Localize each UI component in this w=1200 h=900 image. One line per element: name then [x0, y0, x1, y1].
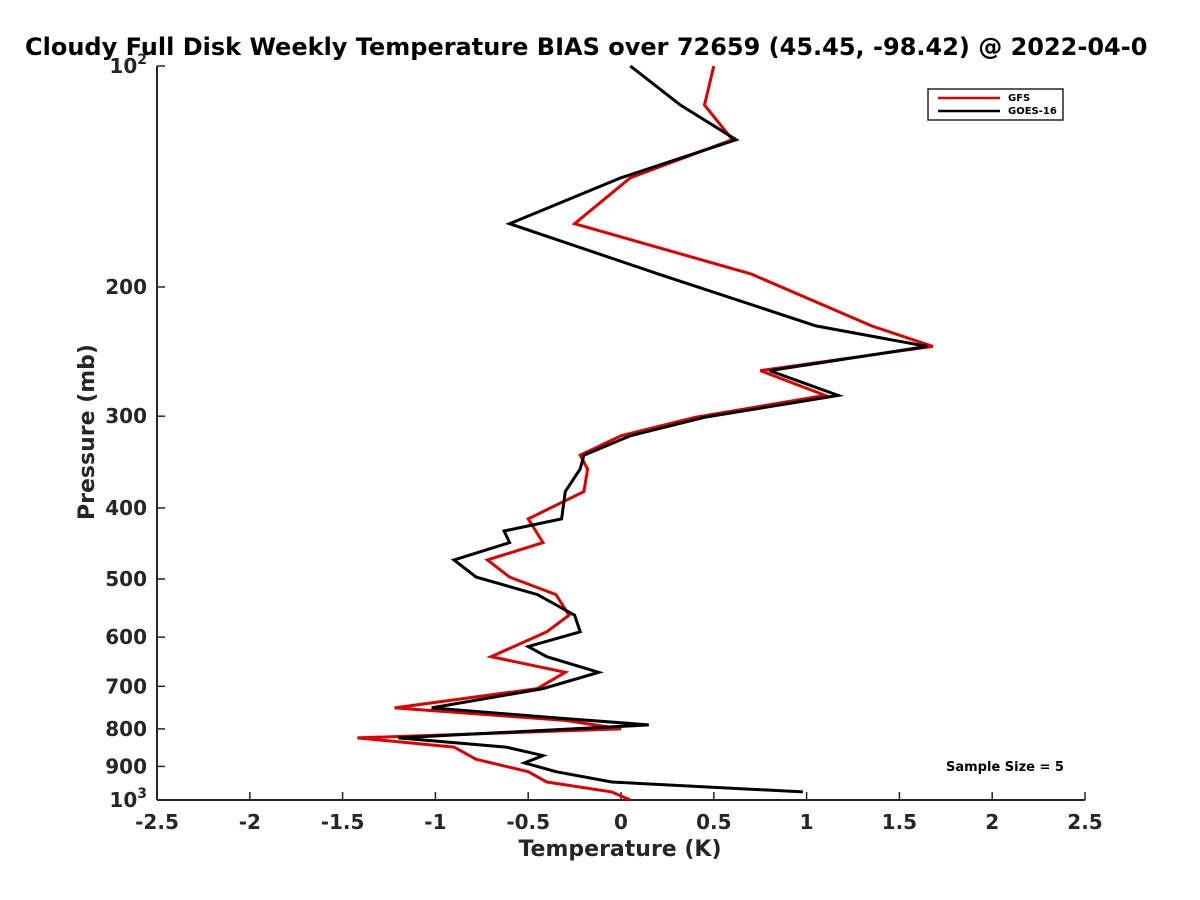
x-tick-label: 0	[614, 810, 628, 834]
x-tick-label: 2	[985, 810, 999, 834]
series-line-goes16	[398, 64, 928, 794]
y-tick-label: 900	[105, 754, 147, 778]
x-tick-label: 0.5	[696, 810, 731, 834]
y-tick-label: 600	[105, 625, 147, 649]
x-tick-label: -2	[239, 810, 261, 834]
legend-label-gfs: GFS	[1008, 93, 1030, 104]
x-tick-label: -0.5	[506, 810, 550, 834]
y-tick-label: 102	[109, 52, 147, 78]
y-tick-label: 500	[105, 567, 147, 591]
y-tick-label: 700	[105, 674, 147, 698]
legend-label-goes16: GOES-16	[1008, 106, 1057, 117]
chart-title: Cloudy Full Disk Weekly Temperature BIAS…	[25, 33, 1147, 61]
x-tick-label: 1	[800, 810, 814, 834]
x-tick-label: -1.5	[321, 810, 365, 834]
y-tick-label: 800	[105, 717, 147, 741]
y-tick-label: 400	[105, 496, 147, 520]
x-tick-label: 2.5	[1067, 810, 1102, 834]
y-tick-label: 103	[109, 786, 147, 812]
legend-box	[927, 88, 1064, 121]
x-axis-label: Temperature (K)	[518, 837, 721, 862]
x-tick-label: -1	[424, 810, 446, 834]
series-line-gfs	[357, 65, 934, 802]
sample-size-annotation: Sample Size = 5	[946, 760, 1064, 775]
y-axis-label: Pressure (mb)	[75, 344, 100, 520]
plot-area: -2.5 -2 -1.5 -1 -0.5 0 0.5 1 1.5 2 2.5 102 200 300 400…	[105, 52, 1102, 834]
y-tick-label: 200	[105, 275, 147, 299]
legend: GFS GOES-16	[927, 88, 1064, 121]
y-tick-label: 300	[105, 404, 147, 428]
x-tick-label: 1.5	[882, 810, 917, 834]
x-tick-label: -2.5	[135, 810, 179, 834]
